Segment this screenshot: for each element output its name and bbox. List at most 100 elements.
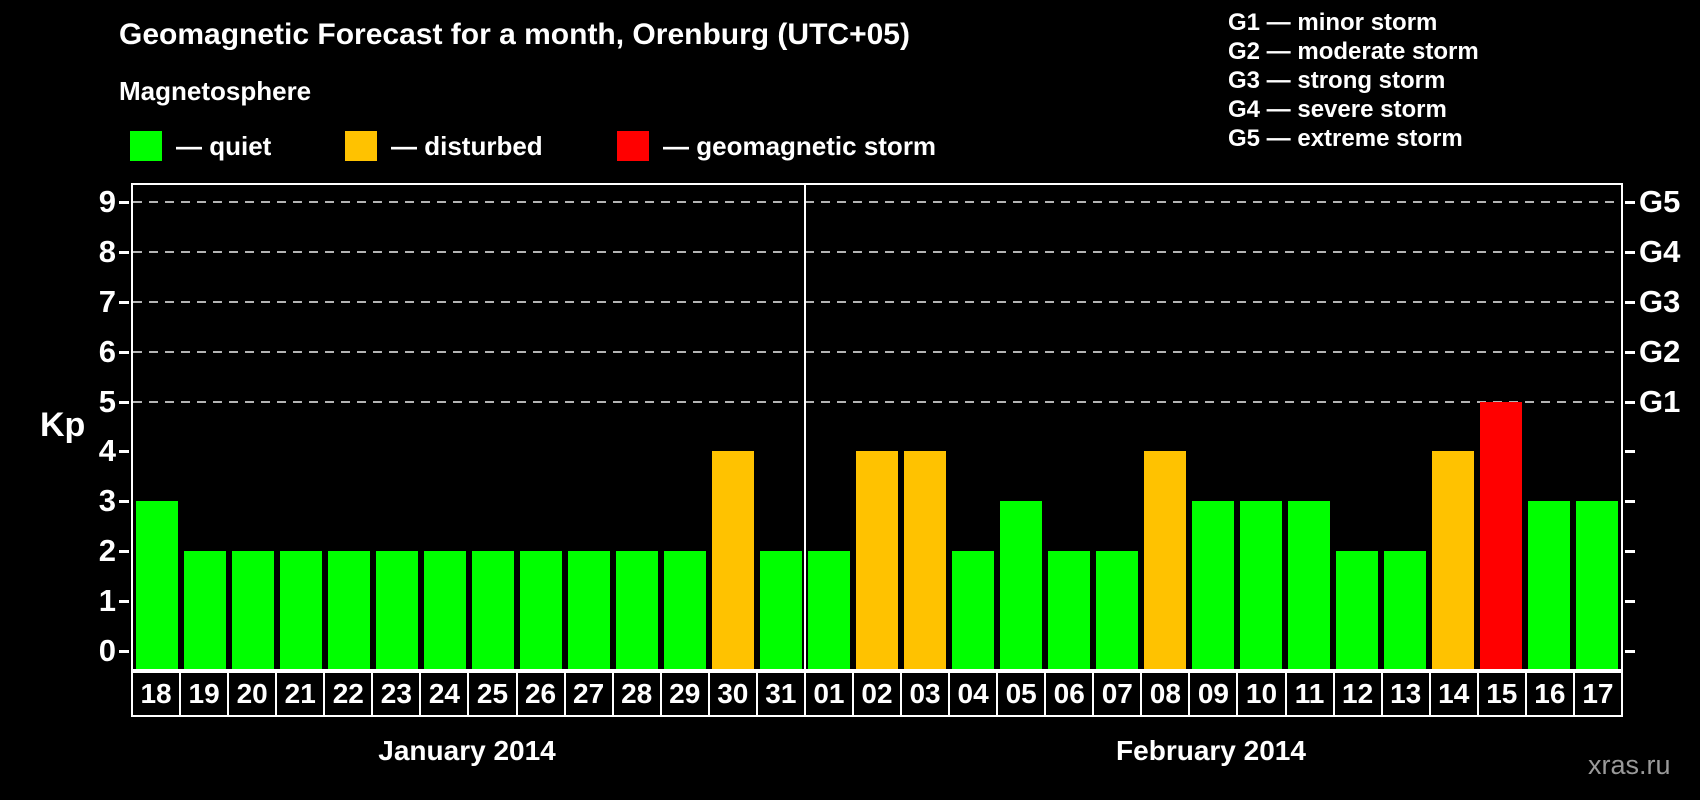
kp-bar-day-25: [472, 551, 514, 669]
kp-bar-day-08: [1144, 451, 1186, 669]
kp-bar-day-07: [1096, 551, 1138, 669]
y-tick-label-4: 4: [98, 433, 116, 469]
kp-bar-day-27: [568, 551, 610, 669]
day-label: 18: [131, 671, 182, 717]
g-level-label-G4: G4: [1639, 233, 1681, 269]
day-label: 03: [900, 671, 951, 717]
day-label: 10: [1236, 671, 1287, 717]
month-separator-line: [804, 185, 806, 669]
g-scale-legend: G1 — minor storm G2 — moderate storm G3 — …: [1228, 8, 1479, 153]
day-label: 01: [803, 671, 854, 717]
g-level-label-G3: G3: [1639, 283, 1681, 319]
legend-label: — geomagnetic storm: [663, 130, 937, 161]
kp-bar-day-10: [1240, 501, 1282, 669]
gridline-kp5: [133, 400, 1621, 403]
day-axis: 18 19 20 21 22 23 24 25 26 27 28 29 30 31 01 02 03 04 05 06…: [131, 671, 1623, 717]
y-tick-left: [119, 400, 129, 404]
y-tick-label-5: 5: [98, 383, 116, 419]
y-tick-left: [119, 250, 129, 254]
kp-bar-day-05: [1000, 501, 1042, 669]
day-label: 16: [1524, 671, 1575, 717]
y-tick-right: [1625, 200, 1635, 204]
y-tick-left: [119, 550, 129, 554]
y-tick-left: [119, 350, 129, 354]
kp-bar-day-30: [712, 451, 754, 669]
g-level-label-G5: G5: [1639, 183, 1681, 219]
chart-title: Geomagnetic Forecast for a month, Orenbu…: [119, 18, 910, 51]
kp-bar-day-14: [1432, 451, 1474, 669]
day-label: 14: [1428, 671, 1479, 717]
gridline-kp9: [133, 200, 1621, 203]
kp-bar-day-16: [1528, 501, 1570, 669]
y-tick-label-3: 3: [98, 483, 116, 519]
y-tick-label-6: 6: [98, 333, 116, 369]
legend-swatch-storm: [617, 131, 649, 161]
day-label: 21: [275, 671, 326, 717]
y-tick-right: [1625, 300, 1635, 304]
day-label: 20: [227, 671, 278, 717]
day-label: 19: [179, 671, 230, 717]
y-tick-label-8: 8: [98, 233, 116, 269]
day-label: 09: [1188, 671, 1239, 717]
y-tick-right: [1625, 550, 1635, 554]
y-tick-left: [119, 500, 129, 504]
legend-label: — quiet: [176, 130, 272, 161]
kp-bar-day-09: [1192, 501, 1234, 669]
y-tick-label-9: 9: [98, 183, 116, 219]
kp-bar-day-19: [184, 551, 226, 669]
day-label: 15: [1476, 671, 1527, 717]
kp-bar-day-23: [376, 551, 418, 669]
y-tick-label-2: 2: [98, 533, 116, 569]
kp-bar-day-15: [1480, 401, 1522, 669]
day-label: 11: [1284, 671, 1335, 717]
y-axis-title: Kp: [40, 406, 86, 444]
day-label: 17: [1572, 671, 1623, 717]
day-label: 22: [323, 671, 374, 717]
day-label: 29: [659, 671, 710, 717]
month-label-1: January 2014: [378, 735, 556, 766]
y-tick-left: [119, 600, 129, 604]
day-label: 24: [419, 671, 470, 717]
y-tick-right: [1625, 350, 1635, 354]
y-tick-left: [119, 450, 129, 454]
kp-bar-day-29: [664, 551, 706, 669]
kp-bar-day-06: [1048, 551, 1090, 669]
y-tick-left: [119, 650, 129, 653]
g-scale-legend-line: G3 — strong storm: [1228, 67, 1446, 94]
kp-bar-day-17: [1576, 501, 1618, 669]
kp-bar-day-01: [808, 551, 850, 669]
day-label: 27: [563, 671, 614, 717]
legend-item-quiet: — quiet: [130, 129, 271, 163]
day-label: 07: [1092, 671, 1143, 717]
g-scale-legend-line: G5 — extreme storm: [1228, 125, 1463, 152]
day-label: 23: [371, 671, 422, 717]
gridline-kp8: [133, 250, 1621, 253]
day-label: 31: [755, 671, 806, 717]
y-tick-right: [1625, 650, 1635, 653]
y-tick-label-0: 0: [98, 633, 116, 668]
day-label: 26: [515, 671, 566, 717]
kp-bar-day-24: [424, 551, 466, 669]
day-label: 25: [467, 671, 518, 717]
kp-bar-day-03: [904, 451, 946, 669]
kp-bar-day-13: [1384, 551, 1426, 669]
kp-bar-day-11: [1288, 501, 1330, 669]
watermark: xras.ru: [1588, 750, 1671, 780]
kp-bar-day-04: [952, 551, 994, 669]
kp-bar-day-28: [616, 551, 658, 669]
day-label: 04: [948, 671, 999, 717]
day-label: 05: [996, 671, 1047, 717]
y-tick-label-1: 1: [98, 583, 116, 619]
g-scale-legend-line: G1 — minor storm: [1228, 9, 1438, 36]
day-label: 28: [611, 671, 662, 717]
day-label: 08: [1140, 671, 1191, 717]
day-label: 30: [707, 671, 758, 717]
kp-bar-day-18: [136, 501, 178, 669]
legend-swatch-quiet: [130, 131, 162, 161]
month-label-2: February 2014: [1116, 735, 1306, 766]
y-tick-right: [1625, 250, 1635, 254]
gridline-kp7: [133, 300, 1621, 303]
y-tick-left: [119, 300, 129, 304]
kp-bar-day-02: [856, 451, 898, 669]
kp-bar-day-21: [280, 551, 322, 669]
